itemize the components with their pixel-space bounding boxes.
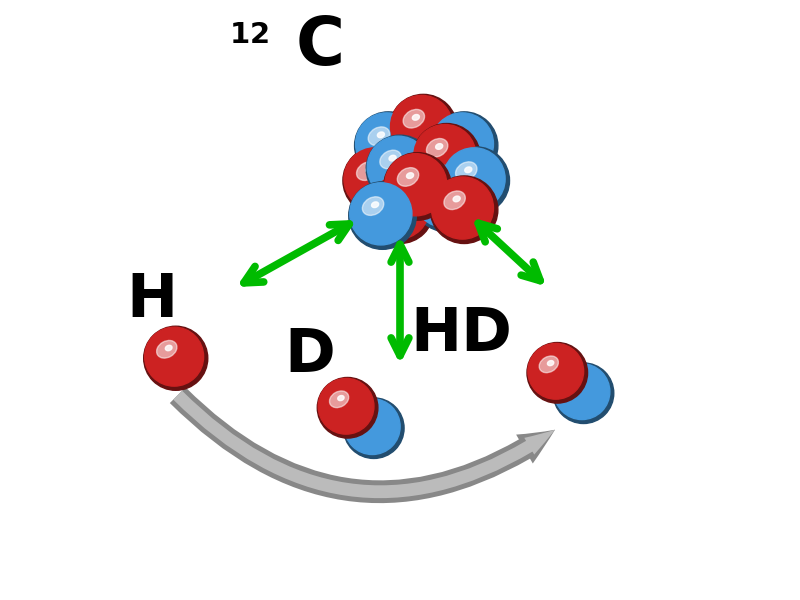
Ellipse shape (362, 197, 384, 215)
Circle shape (367, 136, 430, 199)
Ellipse shape (444, 127, 466, 145)
Circle shape (354, 112, 422, 179)
Circle shape (442, 147, 510, 214)
Circle shape (385, 154, 447, 216)
Ellipse shape (539, 356, 558, 373)
Ellipse shape (356, 412, 375, 428)
Circle shape (144, 326, 208, 390)
Ellipse shape (574, 381, 580, 386)
Circle shape (390, 94, 457, 162)
Ellipse shape (426, 179, 448, 198)
Ellipse shape (330, 391, 349, 407)
Ellipse shape (398, 167, 418, 186)
Ellipse shape (465, 167, 472, 173)
Text: $\mathregular{^{12}}$: $\mathregular{^{12}}$ (229, 25, 269, 67)
Ellipse shape (380, 191, 402, 209)
Circle shape (344, 148, 406, 210)
Ellipse shape (412, 115, 419, 120)
Ellipse shape (364, 416, 370, 421)
Circle shape (343, 398, 404, 458)
Circle shape (384, 152, 451, 220)
Circle shape (355, 113, 418, 175)
Ellipse shape (357, 162, 378, 181)
Ellipse shape (444, 191, 466, 209)
Circle shape (318, 377, 378, 438)
Ellipse shape (403, 109, 425, 128)
Circle shape (527, 343, 587, 403)
Ellipse shape (371, 202, 378, 208)
Ellipse shape (166, 345, 172, 351)
Circle shape (349, 182, 416, 250)
Ellipse shape (380, 150, 402, 169)
Ellipse shape (389, 155, 396, 161)
Ellipse shape (338, 395, 344, 401)
Circle shape (367, 177, 430, 239)
FancyArrowPatch shape (170, 388, 555, 503)
Circle shape (414, 125, 476, 187)
Text: H: H (127, 271, 178, 329)
Circle shape (350, 183, 412, 245)
FancyArrowPatch shape (174, 391, 555, 498)
Text: C: C (295, 13, 344, 79)
Ellipse shape (453, 132, 460, 137)
Ellipse shape (368, 127, 390, 145)
Ellipse shape (436, 143, 442, 149)
Ellipse shape (436, 184, 442, 190)
Text: D: D (284, 326, 335, 385)
Circle shape (145, 327, 204, 386)
Ellipse shape (426, 139, 448, 157)
Circle shape (345, 399, 400, 455)
Circle shape (431, 113, 494, 175)
Circle shape (413, 124, 480, 191)
Circle shape (390, 95, 453, 158)
Circle shape (431, 177, 494, 239)
Circle shape (554, 363, 614, 424)
Circle shape (430, 176, 498, 244)
Ellipse shape (366, 167, 373, 173)
Circle shape (528, 343, 584, 399)
Ellipse shape (566, 376, 585, 393)
Circle shape (554, 364, 610, 419)
Circle shape (414, 165, 476, 227)
Circle shape (343, 147, 410, 214)
Circle shape (318, 379, 374, 434)
Circle shape (413, 164, 480, 232)
Ellipse shape (157, 340, 177, 358)
Ellipse shape (389, 196, 396, 202)
Text: HD: HD (410, 305, 512, 364)
Circle shape (430, 112, 498, 179)
Ellipse shape (455, 162, 477, 181)
Circle shape (443, 148, 505, 210)
Ellipse shape (547, 361, 554, 365)
Ellipse shape (378, 132, 385, 137)
Circle shape (366, 135, 434, 203)
Ellipse shape (453, 196, 460, 202)
Ellipse shape (406, 173, 414, 178)
Circle shape (366, 176, 434, 244)
